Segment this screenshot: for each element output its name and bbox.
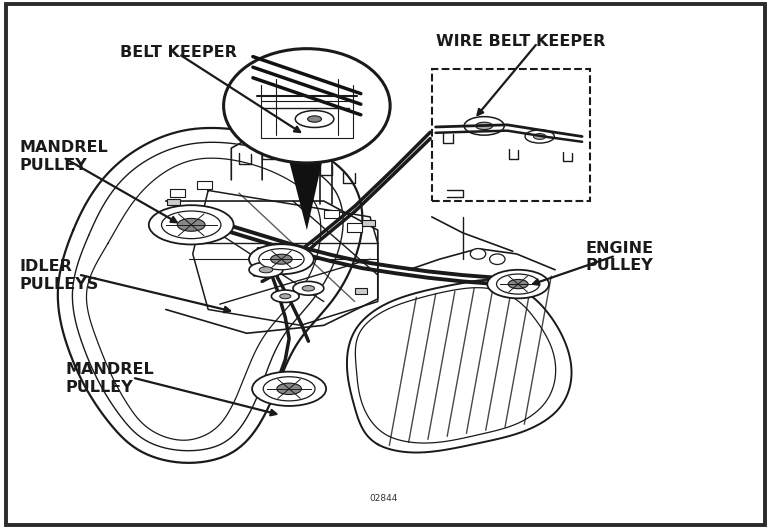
Ellipse shape	[177, 218, 205, 231]
Ellipse shape	[271, 290, 299, 303]
Ellipse shape	[280, 294, 291, 299]
Bar	[170, 189, 185, 197]
Text: MANDREL
PULLEY: MANDREL PULLEY	[66, 362, 154, 395]
Ellipse shape	[476, 122, 493, 130]
Ellipse shape	[508, 279, 528, 289]
Ellipse shape	[263, 377, 315, 401]
Bar	[347, 223, 362, 232]
Circle shape	[470, 249, 486, 259]
Text: BELT KEEPER: BELT KEEPER	[120, 45, 237, 60]
Circle shape	[490, 254, 505, 264]
Ellipse shape	[464, 116, 504, 135]
Ellipse shape	[259, 249, 304, 270]
Circle shape	[224, 49, 390, 163]
Ellipse shape	[302, 286, 315, 291]
Ellipse shape	[277, 383, 301, 395]
Ellipse shape	[293, 281, 324, 295]
Bar	[324, 210, 339, 218]
Ellipse shape	[252, 372, 326, 406]
Text: IDLER
PULLEYS: IDLER PULLEYS	[19, 259, 99, 291]
Bar	[197, 181, 212, 189]
Text: 02844: 02844	[370, 494, 398, 504]
Ellipse shape	[295, 111, 334, 127]
Ellipse shape	[249, 244, 314, 274]
Ellipse shape	[487, 270, 549, 298]
Ellipse shape	[259, 267, 273, 273]
Ellipse shape	[249, 262, 283, 277]
Ellipse shape	[534, 133, 546, 139]
Ellipse shape	[497, 274, 540, 294]
Bar	[355, 288, 367, 294]
Ellipse shape	[525, 130, 554, 143]
Text: WIRE BELT KEEPER: WIRE BELT KEEPER	[436, 34, 605, 49]
Ellipse shape	[308, 116, 322, 122]
Bar	[432, 69, 590, 201]
Ellipse shape	[161, 211, 221, 239]
Bar	[167, 199, 180, 205]
Ellipse shape	[149, 205, 234, 244]
Polygon shape	[289, 161, 322, 230]
Text: ENGINE
PULLEY: ENGINE PULLEY	[586, 241, 654, 273]
Bar	[362, 220, 375, 226]
Text: MANDREL
PULLEY: MANDREL PULLEY	[19, 140, 108, 172]
Ellipse shape	[271, 254, 292, 264]
